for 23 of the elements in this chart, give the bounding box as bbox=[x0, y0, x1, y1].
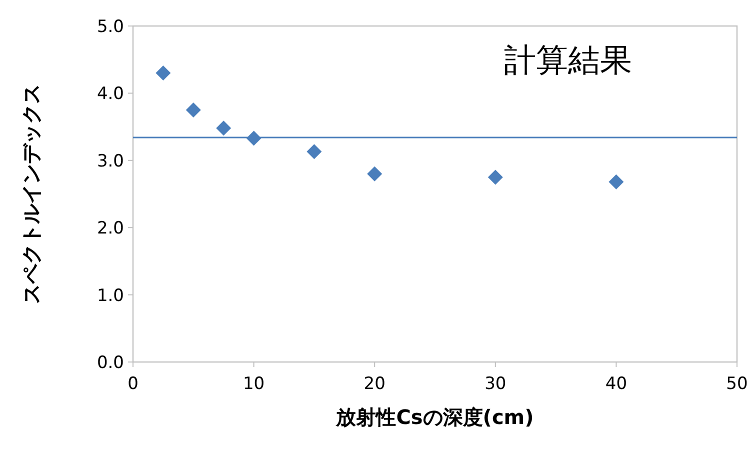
x-tick-label: 20 bbox=[364, 374, 386, 394]
point bbox=[306, 144, 322, 160]
point bbox=[246, 130, 262, 146]
y-tick-label: 0.0 bbox=[96, 353, 124, 373]
y-tick-label: 4.0 bbox=[96, 84, 124, 104]
point bbox=[156, 66, 171, 81]
x-tick-label: 0 bbox=[128, 374, 138, 394]
point bbox=[488, 170, 503, 185]
x-tick-label: 10 bbox=[242, 374, 265, 394]
point bbox=[216, 120, 232, 136]
point bbox=[367, 166, 382, 182]
y-axis-title: スペクトルインデックス bbox=[19, 84, 43, 304]
y-tick-label: 5.0 bbox=[96, 17, 124, 37]
y-tick-label: 2.0 bbox=[96, 218, 124, 239]
y-tick-label: 3.0 bbox=[96, 151, 124, 172]
x-axis-title: 放射性Csの深度(cm) bbox=[335, 405, 534, 429]
annotation: 計算結果 bbox=[504, 41, 632, 79]
x-tick-label: 50 bbox=[726, 374, 748, 394]
point bbox=[186, 102, 201, 118]
x-tick-label: 30 bbox=[484, 374, 506, 394]
x-tick-label: 40 bbox=[605, 374, 628, 394]
point bbox=[608, 174, 624, 190]
y-tick-label: 1.0 bbox=[96, 286, 124, 306]
